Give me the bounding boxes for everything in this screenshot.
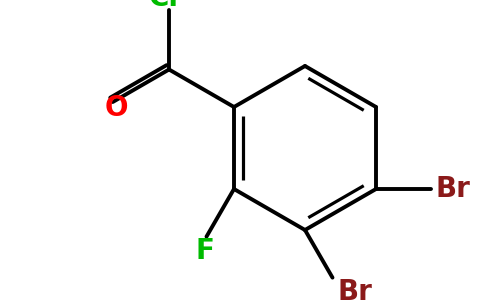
Text: Cl: Cl [149, 0, 179, 11]
Text: F: F [195, 237, 214, 265]
Text: Br: Br [436, 175, 470, 203]
Text: Br: Br [337, 278, 372, 300]
Text: O: O [105, 94, 128, 122]
